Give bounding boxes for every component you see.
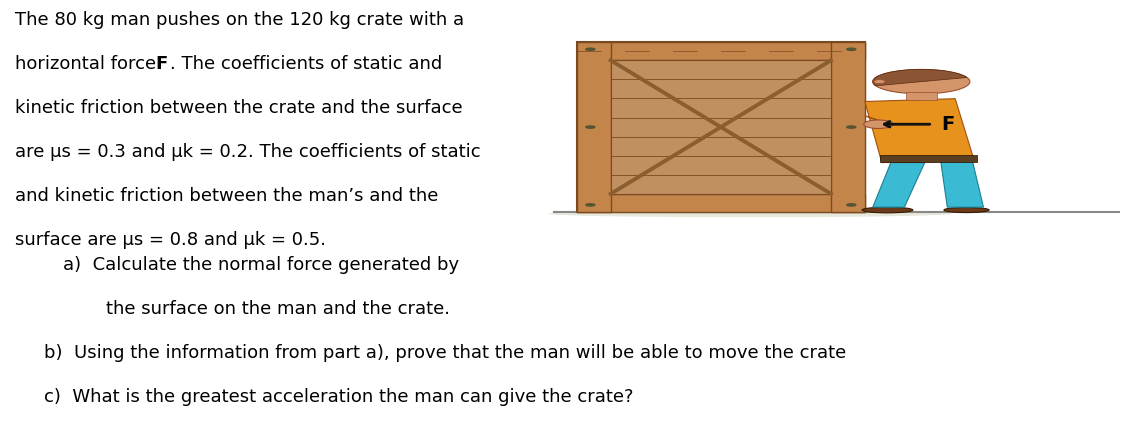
Bar bbox=[577, 42, 865, 60]
Text: a)  Calculate the normal force generated by: a) Calculate the normal force generated … bbox=[63, 256, 459, 274]
Circle shape bbox=[847, 126, 856, 128]
Ellipse shape bbox=[944, 208, 990, 213]
Text: F: F bbox=[942, 115, 955, 134]
Bar bbox=[577, 194, 865, 212]
Bar bbox=[577, 42, 611, 212]
Circle shape bbox=[873, 70, 970, 94]
Text: surface are μs = 0.8 and μk = 0.5.: surface are μs = 0.8 and μk = 0.5. bbox=[16, 231, 327, 249]
Text: and kinetic friction between the man’s and the: and kinetic friction between the man’s a… bbox=[16, 187, 439, 205]
Circle shape bbox=[586, 204, 595, 206]
Text: F: F bbox=[156, 55, 167, 73]
Text: . The coefficients of static and: . The coefficients of static and bbox=[171, 55, 442, 73]
Ellipse shape bbox=[874, 80, 886, 84]
Ellipse shape bbox=[549, 210, 951, 217]
Text: b)  Using the information from part a), prove that the man will be able to move : b) Using the information from part a), p… bbox=[44, 344, 846, 362]
Wedge shape bbox=[873, 70, 967, 86]
Bar bbox=[831, 42, 865, 212]
Circle shape bbox=[847, 48, 856, 50]
Polygon shape bbox=[873, 162, 925, 207]
Ellipse shape bbox=[862, 207, 913, 213]
Text: c)  What is the greatest acceleration the man can give the crate?: c) What is the greatest acceleration the… bbox=[44, 388, 633, 406]
Circle shape bbox=[586, 48, 595, 50]
Text: are μs = 0.3 and μk = 0.2. The coefficients of static: are μs = 0.3 and μk = 0.2. The coefficie… bbox=[16, 143, 481, 161]
Text: The 80 kg man pushes on the 120 kg crate with a: The 80 kg man pushes on the 120 kg crate… bbox=[16, 11, 465, 29]
Bar bbox=[880, 155, 977, 162]
Bar bbox=[906, 92, 938, 100]
Text: horizontal force: horizontal force bbox=[16, 55, 162, 73]
Circle shape bbox=[847, 204, 856, 206]
Bar bbox=[577, 42, 865, 212]
Polygon shape bbox=[865, 116, 891, 128]
Circle shape bbox=[586, 126, 595, 128]
Ellipse shape bbox=[864, 120, 893, 128]
Text: kinetic friction between the crate and the surface: kinetic friction between the crate and t… bbox=[16, 99, 463, 116]
Text: the surface on the man and the crate.: the surface on the man and the crate. bbox=[105, 300, 450, 318]
Polygon shape bbox=[941, 160, 984, 207]
Polygon shape bbox=[865, 99, 975, 162]
Bar bbox=[611, 60, 831, 194]
